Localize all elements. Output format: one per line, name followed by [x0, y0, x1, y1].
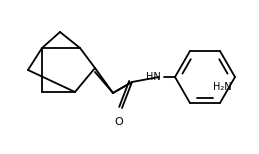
- Text: HN: HN: [146, 72, 161, 82]
- Text: O: O: [115, 117, 123, 127]
- Text: H₂N: H₂N: [213, 82, 231, 92]
